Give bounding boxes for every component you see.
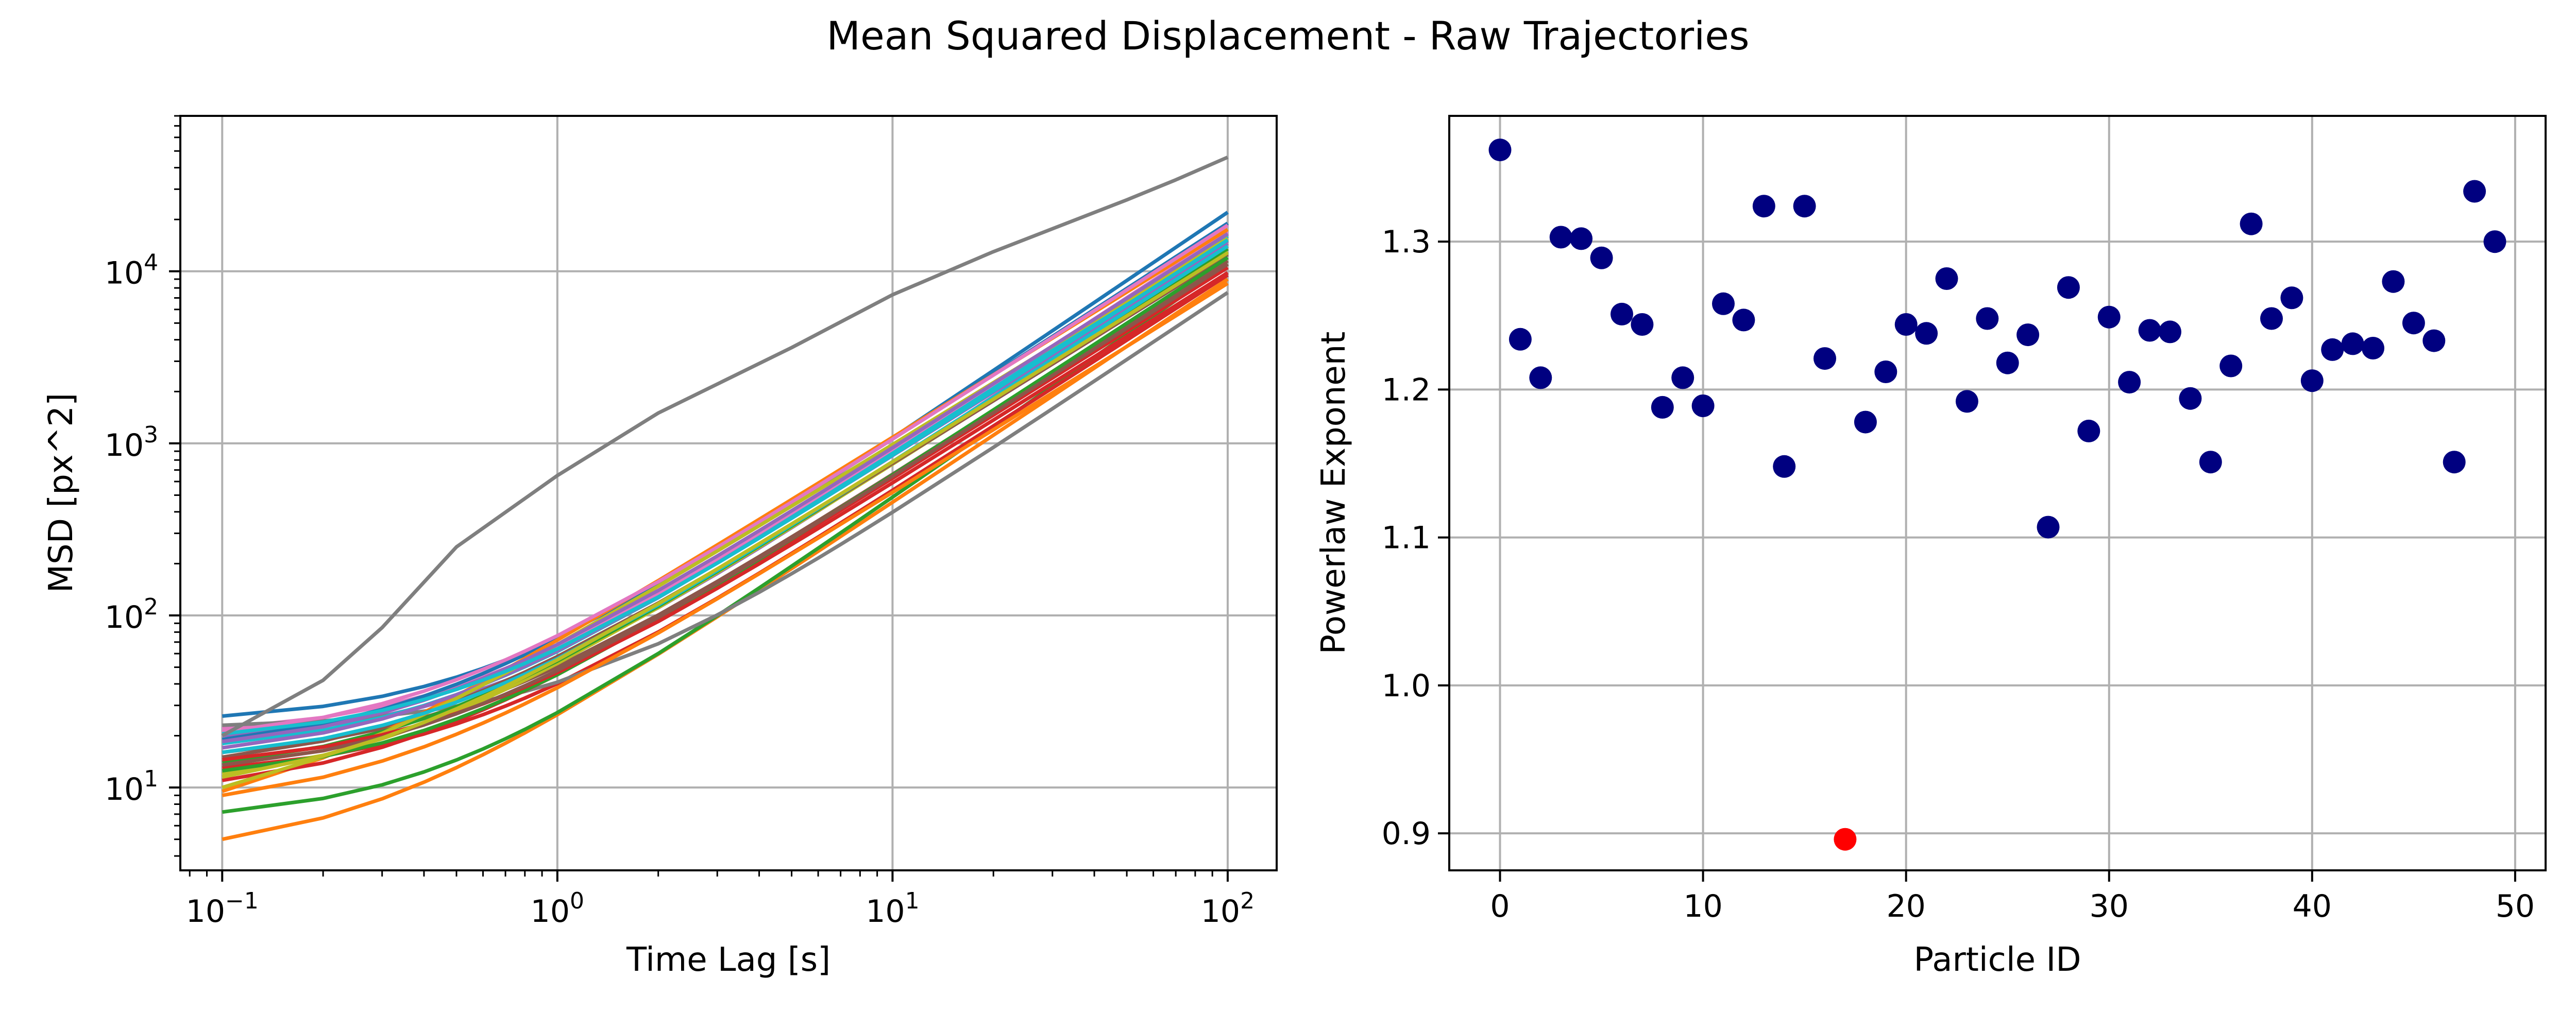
exponent-point — [2422, 329, 2446, 352]
exponent-point — [1996, 351, 2019, 374]
exponent-x-tick-label: 40 — [2293, 888, 2332, 924]
msd-x-tick-label: 10−1 — [186, 888, 259, 930]
exponent-y-tick-label: 1.0 — [1382, 668, 1431, 704]
exponent-point — [2321, 338, 2344, 361]
exponent-x-tick-label: 0 — [1490, 888, 1510, 924]
exponent-point — [2097, 305, 2121, 329]
exponent-x-tick-label: 30 — [2090, 888, 2129, 924]
msd-y-tick-label: 104 — [105, 250, 158, 291]
exponent-y-tick-label: 1.3 — [1382, 224, 1431, 260]
msd-y-axis-label: MSD [px^2] — [42, 393, 80, 593]
exponent-y-tick-label: 0.9 — [1382, 816, 1431, 852]
msd-x-tick-label: 102 — [1201, 888, 1255, 930]
exponent-x-tick-label: 50 — [2496, 888, 2535, 924]
exponent-axes-frame — [1448, 115, 2547, 871]
exponent-point — [2219, 354, 2243, 377]
exponent-point — [2463, 180, 2486, 203]
exponent-point — [1549, 226, 1572, 249]
exponent-point — [2300, 369, 2324, 392]
exponent-point — [1955, 390, 1978, 413]
msd-chart: 10−1 100 101 102 101 102 103 104 Time Lag [s] M… — [42, 115, 1278, 979]
msd-series-line — [222, 237, 1229, 789]
exponent-point — [2443, 451, 2466, 474]
msd-series-line — [222, 238, 1229, 736]
exponent-point — [2179, 387, 2202, 410]
exponent-point — [2382, 270, 2405, 293]
msd-y-tick-label: 102 — [105, 594, 158, 636]
msd-series-group — [221, 156, 1229, 842]
exponent-point — [2341, 332, 2364, 355]
exponent-point — [2037, 516, 2060, 539]
exponent-points-group — [1488, 139, 2506, 851]
exponent-point — [1732, 308, 1755, 332]
exponent-point — [2077, 419, 2100, 442]
exponent-point — [1570, 227, 1593, 250]
exponent-point — [1488, 139, 1512, 162]
exponent-y-tick-label: 1.2 — [1382, 372, 1431, 408]
msd-ticks: 10−1 100 101 102 101 102 103 104 — [105, 115, 1255, 930]
msd-y-tick-label: 103 — [105, 422, 158, 464]
exponent-grid — [1449, 116, 2546, 870]
msd-x-tick-label: 101 — [866, 888, 919, 930]
exponent-point — [2362, 337, 2384, 359]
exponent-point — [2260, 307, 2283, 330]
exponent-point — [2199, 451, 2222, 474]
exponent-outlier-point — [1834, 828, 1857, 851]
msd-x-tick-label: 100 — [531, 888, 584, 930]
exponent-ticks: 0 10 20 30 40 50 0.9 1.0 1.1 1.2 1.3 — [1382, 224, 2535, 924]
exponent-point — [2057, 276, 2080, 299]
exponent-point — [2016, 323, 2040, 347]
exponent-point — [2138, 319, 2161, 342]
exponent-point — [1935, 267, 1958, 290]
exponent-point — [2280, 286, 2303, 310]
exponent-point — [1854, 410, 1877, 434]
exponent-point — [2118, 371, 2141, 394]
exponent-y-axis-label: Powerlaw Exponent — [1315, 332, 1353, 655]
exponent-point — [1509, 328, 1532, 351]
exponent-point — [1651, 396, 1674, 419]
msd-series-line — [222, 262, 1229, 767]
exponent-point — [2402, 312, 2425, 335]
exponent-x-tick-label: 20 — [1886, 888, 1925, 924]
exponent-point — [1773, 455, 1796, 478]
exponent-point — [2483, 230, 2506, 253]
exponent-point — [1915, 322, 1938, 345]
figure-title: Mean Squared Displacement - Raw Trajecto… — [826, 13, 1749, 59]
msd-y-tick-label: 101 — [105, 766, 158, 808]
msd-series-line — [222, 251, 1229, 779]
exponent-point — [1874, 360, 1897, 383]
exponent-point — [1691, 394, 1715, 417]
exponent-point — [1712, 292, 1735, 315]
exponent-point — [1894, 313, 1918, 336]
exponent-point — [2159, 320, 2181, 344]
msd-outlier-line — [221, 156, 1229, 737]
exponent-chart: 0 10 20 30 40 50 0.9 1.0 1.1 1.2 1.3 Particle ID P… — [1315, 115, 2547, 979]
msd-x-axis-label: Time Lag [s] — [626, 941, 831, 979]
exponent-point — [1752, 195, 1775, 218]
exponent-x-tick-label: 10 — [1683, 888, 1722, 924]
exponent-point — [1590, 246, 1613, 269]
exponent-y-tick-label: 1.1 — [1382, 520, 1431, 556]
exponent-point — [1671, 366, 1694, 389]
exponent-point — [2240, 212, 2263, 235]
exponent-point — [1631, 313, 1654, 336]
exponent-point — [1814, 347, 1836, 370]
exponent-point — [1976, 307, 1999, 330]
msd-axes-frame — [179, 115, 1278, 871]
msd-series-line — [222, 282, 1229, 797]
exponent-x-axis-label: Particle ID — [1914, 941, 2081, 979]
exponent-point — [1611, 302, 1633, 325]
exponent-point — [1529, 366, 1552, 389]
msd-series-line — [222, 224, 1229, 734]
exponent-point — [1793, 195, 1816, 218]
